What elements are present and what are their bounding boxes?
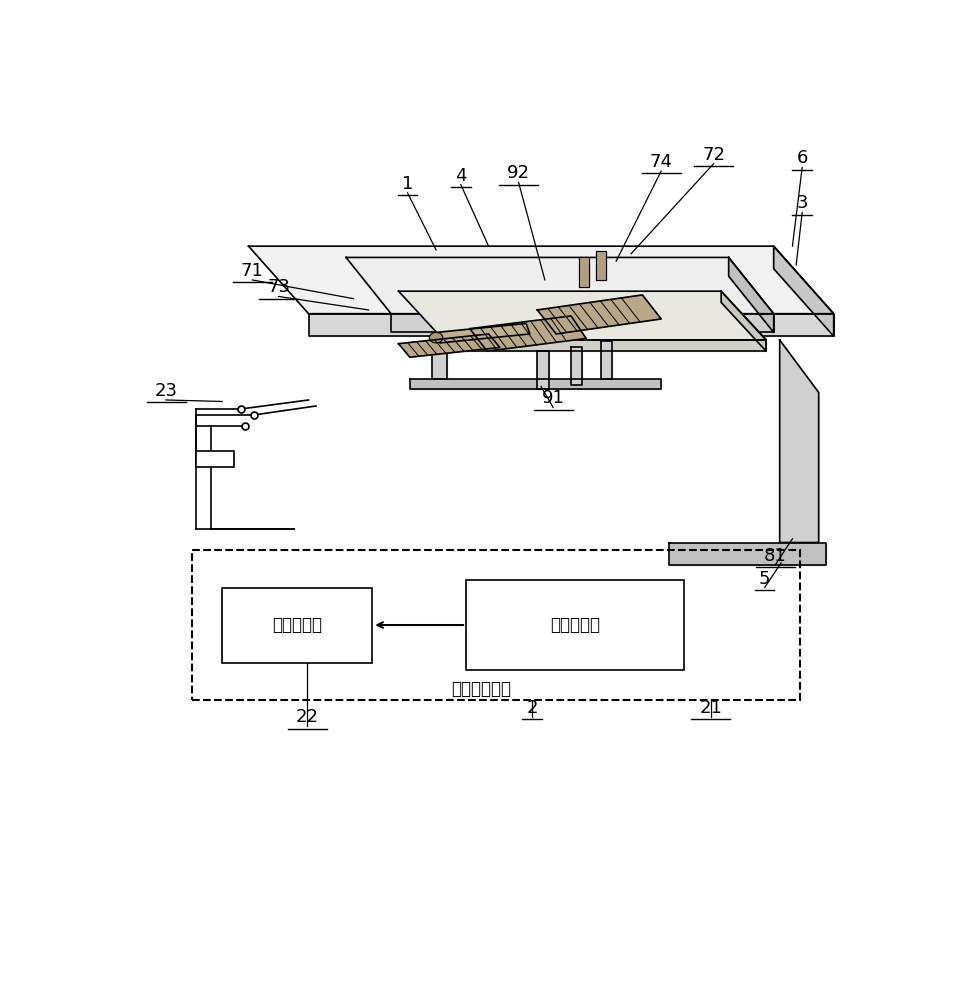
Polygon shape [409, 379, 661, 389]
Polygon shape [537, 351, 549, 389]
Text: 92: 92 [507, 164, 530, 182]
Text: 73: 73 [267, 278, 290, 296]
Text: 74: 74 [650, 153, 673, 171]
Bar [223, 588, 373, 663]
Bar [193, 550, 800, 700]
Polygon shape [571, 347, 583, 385]
Polygon shape [347, 257, 773, 314]
Polygon shape [436, 323, 529, 343]
Polygon shape [729, 257, 773, 332]
Ellipse shape [430, 332, 442, 343]
Polygon shape [773, 246, 833, 336]
Text: 信号发生器: 信号发生器 [550, 616, 600, 634]
Polygon shape [309, 314, 833, 336]
Text: 2: 2 [527, 699, 538, 717]
Text: 71: 71 [241, 262, 263, 280]
Polygon shape [433, 341, 447, 379]
Text: 22: 22 [295, 708, 318, 726]
Polygon shape [537, 295, 661, 334]
Text: 72: 72 [702, 146, 725, 164]
Polygon shape [469, 316, 587, 351]
Polygon shape [721, 291, 767, 351]
Polygon shape [601, 341, 613, 379]
Polygon shape [399, 291, 767, 340]
Text: 4: 4 [455, 167, 467, 185]
Polygon shape [779, 340, 819, 543]
Text: 1: 1 [402, 175, 413, 193]
Polygon shape [399, 334, 499, 357]
Bar [196, 451, 233, 467]
Text: 功率放大器: 功率放大器 [272, 616, 322, 634]
Polygon shape [669, 543, 827, 565]
Text: 信号发生装置: 信号发生装置 [451, 680, 511, 698]
Polygon shape [391, 314, 773, 332]
Text: 3: 3 [797, 194, 808, 212]
Text: 91: 91 [542, 389, 564, 407]
Text: 6: 6 [797, 149, 808, 167]
Text: 21: 21 [699, 699, 722, 717]
Text: 23: 23 [155, 382, 177, 400]
Polygon shape [596, 251, 606, 280]
Polygon shape [443, 340, 767, 351]
Text: 81: 81 [764, 547, 787, 565]
Bar [467, 580, 683, 670]
Text: 5: 5 [759, 570, 771, 588]
Polygon shape [579, 257, 590, 287]
Polygon shape [249, 246, 833, 314]
